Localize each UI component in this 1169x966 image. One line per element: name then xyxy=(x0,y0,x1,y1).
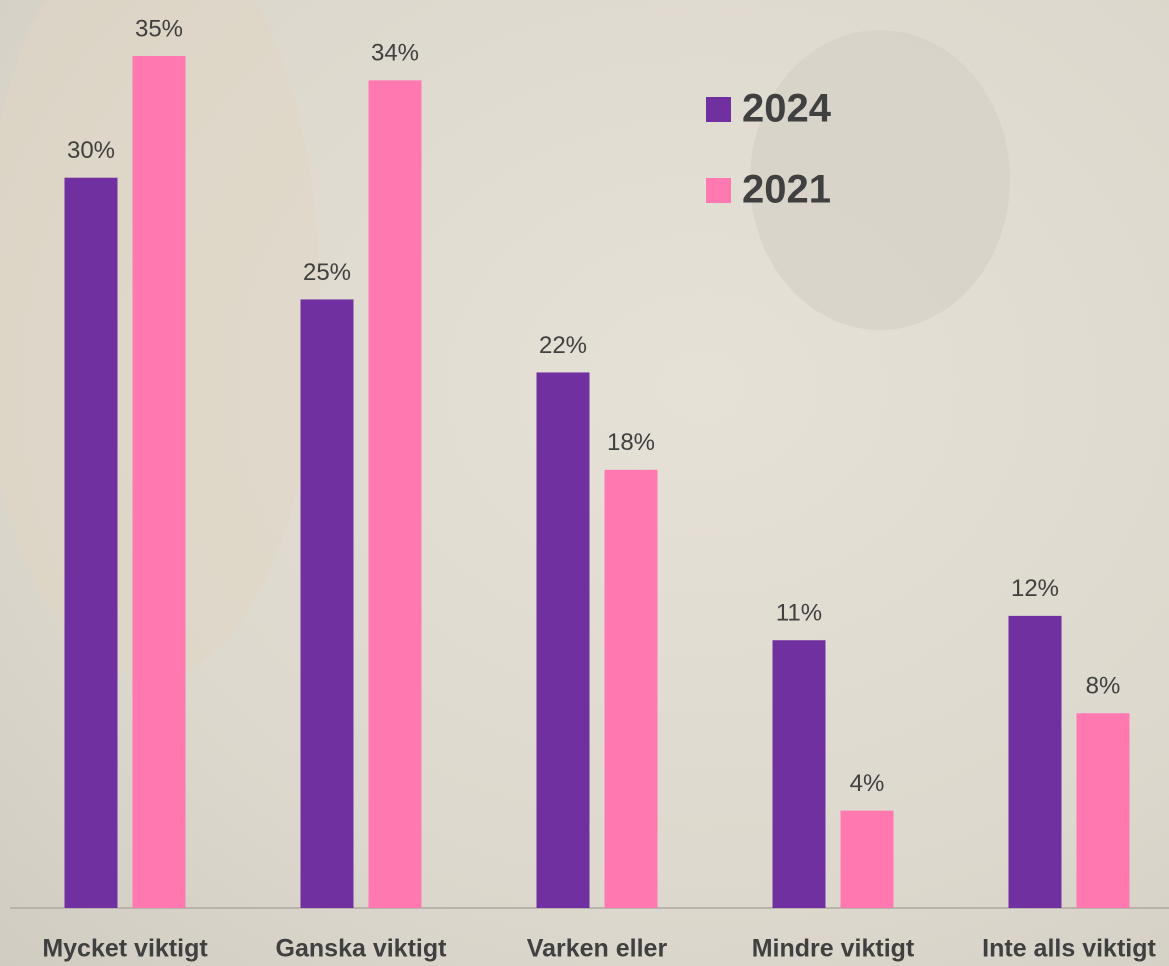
data-label: 18% xyxy=(607,429,655,456)
bar xyxy=(840,810,894,908)
x-tick-label: Mindre viktigt xyxy=(752,935,915,963)
bar xyxy=(1076,713,1130,908)
data-label: 12% xyxy=(1011,575,1059,602)
legend-label: 2024 xyxy=(742,87,832,131)
bar xyxy=(772,640,826,908)
x-tick-label: Ganska viktigt xyxy=(276,935,448,963)
x-tick-label: Varken eller xyxy=(527,935,668,963)
background-shape xyxy=(750,30,1010,330)
x-tick-label: Mycket viktigt xyxy=(42,935,208,963)
data-label: 8% xyxy=(1086,673,1121,700)
bar xyxy=(1008,615,1062,908)
bar xyxy=(536,372,590,908)
data-label: 4% xyxy=(850,770,885,797)
bar xyxy=(64,177,118,908)
bar xyxy=(604,469,658,908)
legend-swatch xyxy=(706,97,731,122)
legend-swatch xyxy=(706,178,731,203)
bar xyxy=(368,80,422,909)
x-tick-label: Inte alls viktigt xyxy=(982,935,1156,963)
data-label: 34% xyxy=(371,40,419,67)
data-label: 35% xyxy=(135,15,183,42)
data-label: 11% xyxy=(776,600,822,627)
data-label: 30% xyxy=(67,137,115,164)
legend-label: 2021 xyxy=(742,168,831,212)
data-label: 25% xyxy=(303,259,351,286)
bar xyxy=(132,56,186,908)
data-label: 22% xyxy=(539,332,587,359)
bar xyxy=(300,299,354,908)
